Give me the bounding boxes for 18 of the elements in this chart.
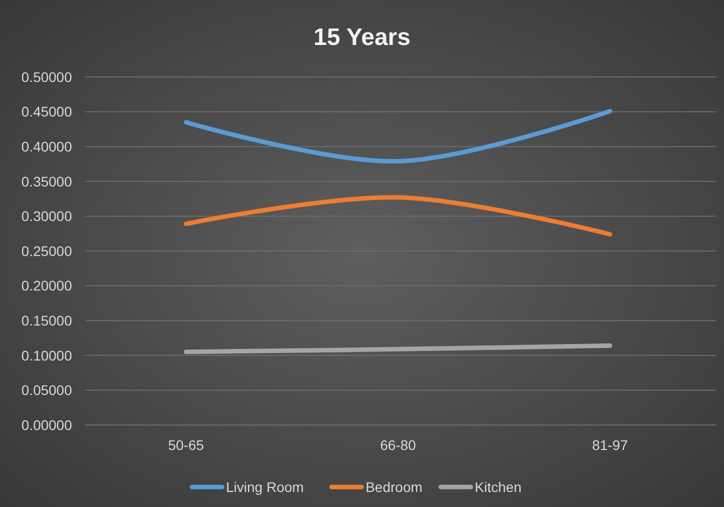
y-tick-label: 0.10000 (21, 347, 72, 364)
x-tick-label: 66-80 (380, 437, 416, 453)
y-tick-label: 0.25000 (21, 242, 72, 259)
chart-title: 15 Years (314, 24, 410, 51)
y-tick-label: 0.40000 (21, 138, 72, 154)
legend-label: Bedroom (366, 478, 422, 495)
legend-label: Kitchen (474, 478, 522, 495)
y-tick-label: 0.15000 (21, 312, 72, 328)
legend-label: Living Room (226, 478, 304, 495)
y-tick-label: 0.00000 (21, 416, 72, 433)
y-tick-label: 0.45000 (21, 104, 72, 120)
y-tick-label: 0.05000 (21, 382, 72, 398)
y-tick-label: 0.20000 (21, 278, 72, 294)
y-tick-label: 0.30000 (21, 208, 72, 224)
x-tick-label: 50-65 (168, 437, 204, 453)
y-tick-label: 0.50000 (21, 68, 72, 85)
y-tick-label: 0.35000 (21, 173, 72, 190)
x-tick-label: 81-97 (592, 437, 628, 453)
